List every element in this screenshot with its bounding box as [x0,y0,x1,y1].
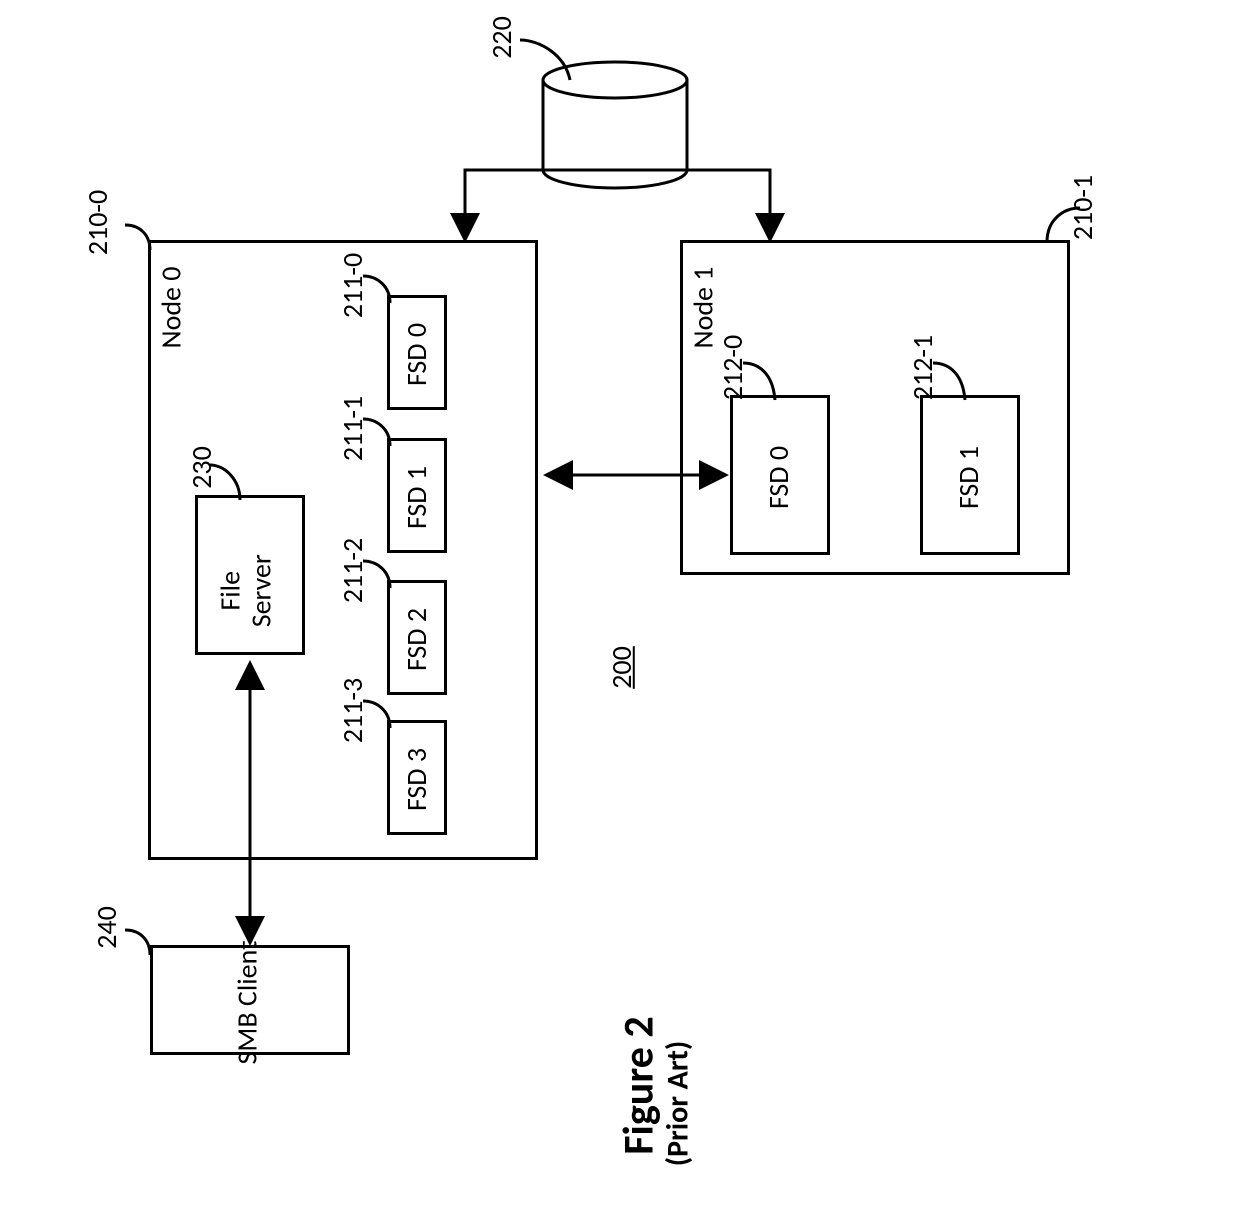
ref-230: 230 [184,446,219,489]
ref-211-3: 211-3 [335,678,370,743]
lead-240 [115,920,175,970]
ref-220: 220 [484,16,519,59]
fsd-211-1-label: FSD 1 [399,466,434,529]
ref-211-2: 211-2 [335,538,370,603]
ref-240: 240 [89,906,124,949]
fsd-211-0-label: FSD 0 [399,323,434,386]
ref-211-1: 211-1 [335,396,370,461]
ref-212-1: 212-1 [905,335,940,400]
arrow-node0-node1 [538,460,738,490]
ref-210-0: 210-0 [80,190,115,255]
figure-title: Figure 2 [614,1016,665,1154]
smb-client-label: SMB Client [229,941,264,1065]
arrow-fs-smb [235,655,265,955]
fsd-211-2-label: FSD 2 [399,608,434,671]
ref-210-1: 210-1 [1065,175,1100,240]
ref-200: 200 [604,646,639,689]
arrow-db-node1 [680,160,800,260]
figure-subtitle: (Prior Art) [659,1041,696,1167]
ref-212-0: 212-0 [715,335,750,400]
fsd-212-1-label: FSD 1 [951,446,986,509]
arrow-db-node0 [450,160,620,260]
fsd-212-0-label: FSD 0 [761,446,796,509]
node0-title: Node 0 [154,266,189,348]
file-server-label: FileServer [216,554,278,627]
lead-210-0 [115,215,175,265]
lead-220 [510,30,610,90]
ref-211-0: 211-0 [335,253,370,318]
fsd-211-3-label: FSD 3 [399,748,434,811]
